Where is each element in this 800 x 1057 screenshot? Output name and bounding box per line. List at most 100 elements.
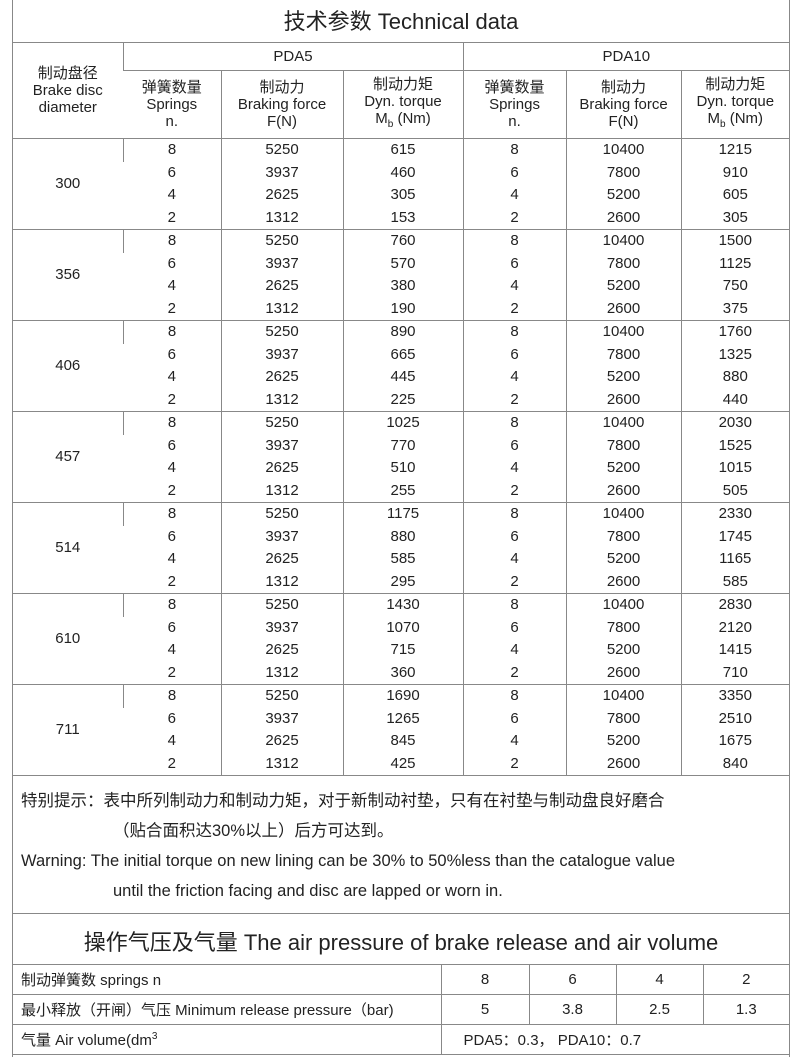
table-row: 6 3937 1265 6 7800 2510 [13, 707, 790, 730]
table-cell: 305 [680, 206, 790, 230]
table-cell: 4 [462, 548, 567, 571]
table-cell: 750 [680, 275, 790, 298]
table-row: 6 3937 770 6 7800 1525 [13, 434, 790, 457]
table-cell: 6 [167, 163, 176, 181]
table-cell: 2600 [565, 206, 682, 230]
table-cell: 6 [462, 525, 567, 548]
table-cell: 6 [167, 527, 176, 545]
table-cell: 10400 [565, 138, 682, 162]
table-cell: 1745 [680, 525, 790, 548]
note-en-line1: Warning: The initial torque on new linin… [21, 852, 676, 870]
table-cell: 3937 [220, 252, 343, 275]
table-cell: 2600 [565, 752, 682, 776]
subheader-springs: 弹簧数量 Springs n. [462, 70, 567, 139]
table-cell: 2600 [565, 661, 682, 685]
table-cell: 8 [122, 502, 221, 526]
table-cell: 3937 [220, 161, 343, 184]
table-cell: 153 [342, 206, 464, 230]
table-cell: 2625 [220, 548, 343, 571]
table-cell: 8 [462, 229, 567, 253]
table-cell: 1500 [680, 229, 790, 253]
table-cell: 605 [680, 184, 790, 207]
table-cell: 5200 [565, 457, 682, 480]
page-title: 技术参数 Technical data [13, 0, 789, 43]
table-cell: 2 [123, 752, 221, 776]
table-cell: 4 [462, 366, 567, 389]
table-cell: 5250 [220, 138, 343, 162]
table-row: 6 3937 665 6 7800 1325 [13, 343, 790, 366]
table-cell: 880 [342, 525, 464, 548]
table-cell: 8 [462, 593, 567, 617]
table-cell: 5250 [220, 684, 343, 708]
table-cell: 10400 [565, 229, 682, 253]
table-cell: 2 [462, 661, 567, 685]
air-section-title: 操作气压及气量 The air pressure of brake releas… [13, 914, 789, 965]
table-cell: 5200 [565, 730, 682, 753]
table-row: 4 2625 715 4 5200 1415 [13, 639, 790, 662]
table-cell: 1265 [342, 707, 464, 730]
table-cell: 3937 [220, 343, 343, 366]
table-cell: 7800 [565, 707, 682, 730]
table-row: 6 3937 1070 6 7800 2120 [13, 616, 790, 639]
subheader-torque: 制动力矩 Dyn. torque Mb (Nm) [342, 70, 464, 139]
table-cell: 8 [462, 684, 567, 708]
table-cell: 4 [167, 186, 176, 204]
table-cell: 2 [123, 388, 221, 412]
table-cell: 295 [342, 570, 464, 594]
table-cell: 3937 [220, 616, 343, 639]
table-cell: 6 [462, 434, 567, 457]
table-cell: 1025 [342, 411, 464, 435]
table-cell: 1312 [220, 752, 343, 776]
table-cell: 1312 [220, 206, 343, 230]
table-cell: 2 [123, 479, 221, 503]
table-row: 4 2625 845 4 5200 1675 [13, 730, 790, 753]
table-cell: 2 [462, 388, 567, 412]
table-cell: 1165 [680, 548, 790, 571]
table-cell: 2600 [565, 297, 682, 321]
table-row: 2 1312 295 2 2600 585 [13, 570, 790, 594]
table-cell: 2 [123, 661, 221, 685]
table-row: 356 8 5250 760 8 10400 1500 [13, 229, 790, 321]
table-cell: 6 [462, 252, 567, 275]
table-cell: 4 [167, 459, 176, 477]
model-header-pda5: PDA5 [122, 43, 464, 71]
model-header-pda10: PDA10 [462, 43, 790, 71]
table-cell: 8 [462, 138, 567, 162]
volume-row: 气量 Air volume(dm3 PDA5：0.3， PDA10：0.7 [13, 1024, 789, 1055]
table-cell: 1070 [342, 616, 464, 639]
table-cell: 4 [167, 641, 176, 659]
table-cell: 1175 [342, 502, 464, 526]
table-cell: 2625 [220, 366, 343, 389]
table-cell: 2625 [220, 457, 343, 480]
table-cell: 360 [342, 661, 464, 685]
table-cell: 910 [680, 161, 790, 184]
diameter-header: 制动盘径 Brake disc diameter [13, 43, 123, 139]
table-cell: 5200 [565, 366, 682, 389]
table-cell: 8 [462, 320, 567, 344]
table-cell: 3937 [220, 707, 343, 730]
table-row: 4 2625 305 4 5200 605 [13, 184, 790, 207]
subheader-torque: 制动力矩 Dyn. torque Mb (Nm) [680, 70, 790, 139]
table-cell: 6 [462, 707, 567, 730]
table-cell: 2330 [680, 502, 790, 526]
note-cn-line2: （贴合面积达30%以上）后方可达到。 [113, 822, 394, 840]
table-cell: 1215 [680, 138, 790, 162]
table-row: 300 8 5250 615 8 10400 1215 [13, 138, 790, 230]
table-cell: 585 [342, 548, 464, 571]
table-row: 6 3937 460 6 7800 910 [13, 161, 790, 184]
table-cell: 6 [462, 343, 567, 366]
table-cell: 2 [462, 570, 567, 594]
table-cell: 5250 [220, 411, 343, 435]
table-cell: 8 [462, 411, 567, 435]
table-cell: 8 [122, 320, 221, 344]
table-row: 4 2625 380 4 5200 750 [13, 275, 790, 298]
table-cell: 6 [167, 618, 176, 636]
note-cn-line1: 特别提示：表中所列制动力和制动力矩，对于新制动衬垫，只有在衬垫与制动盘良好磨合 [21, 792, 665, 810]
table-cell: 1312 [220, 388, 343, 412]
disc-diameter-cell: 711 [13, 684, 123, 776]
table-cell: 255 [342, 479, 464, 503]
table-cell: 1312 [220, 570, 343, 594]
table-cell: 1690 [342, 684, 464, 708]
table-cell: 7800 [565, 434, 682, 457]
table-row: 2 1312 360 2 2600 710 [13, 661, 790, 685]
